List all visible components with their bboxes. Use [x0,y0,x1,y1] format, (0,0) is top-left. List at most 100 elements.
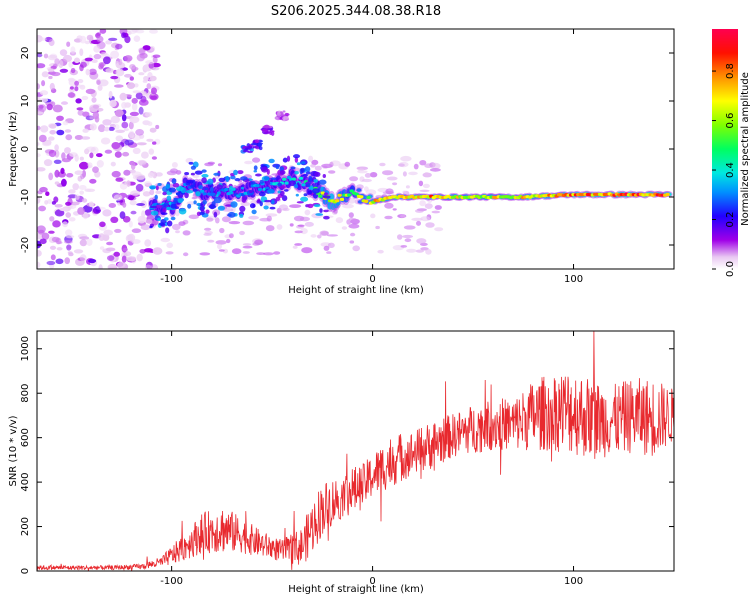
noise-blob [99,246,105,250]
noise-blob [79,35,87,44]
band-chunk [150,210,159,216]
noise-blob [37,261,41,268]
band-core [349,189,354,193]
noise-blob [67,92,76,98]
band-core [282,177,287,181]
y-tick-label: 1000 [20,336,31,361]
band-chunk [149,225,153,229]
band-chunk [228,185,234,192]
haze-blob [297,224,305,227]
noise-blob [68,217,76,222]
noise-blob [43,159,53,167]
noise-blob [146,138,154,142]
band-chunk [304,166,311,172]
noise-blob [82,111,90,117]
band-chunk [230,201,238,208]
noise-blob [123,251,132,257]
noise-blob [151,156,157,160]
haze-blob [204,162,214,167]
noise-blob [152,54,161,58]
band-chunk [253,170,258,173]
noise-blob [91,97,97,103]
branch-blob [250,142,258,146]
band-chunk [305,171,311,175]
noise-blob [102,209,112,217]
haze-blob [217,163,223,167]
x-tick-label: 0 [369,274,375,285]
band-mid [356,188,362,192]
band-core [354,192,359,196]
noise-blob [66,244,72,251]
haze-blob [408,171,418,176]
spectrogram-y-ticks: -20 -10 0 10 20 [20,47,674,253]
band-chunk [201,177,207,184]
band-chunk [288,180,297,187]
noise-blob [131,97,138,104]
band-mid [275,175,282,183]
band-chunk [160,212,168,216]
haze-blob [273,251,281,255]
band-core [286,175,292,180]
band-chunk [281,195,288,202]
band-chunk [207,192,216,196]
noise-blob [110,75,119,80]
noise-blob [91,59,98,63]
noise-blob [134,83,139,88]
noise-blob [81,95,89,101]
noise-blob [54,144,59,152]
haze-blob [327,242,335,248]
haze-blob [219,227,225,234]
noise-blob [108,266,118,269]
band-chunk [307,203,314,209]
noise-blob [122,247,128,252]
band-chunk [186,179,194,184]
colorbar-ticks: 0.0 0.2 0.4 0.6 0.8 [712,63,736,277]
haze-blob [344,161,351,167]
haze-blob [364,173,372,178]
haze-blob [419,160,427,166]
spectrogram-marks [37,29,673,269]
band-core [216,191,222,195]
haze-blob [256,252,266,256]
noise-blob [55,258,64,265]
haze-blob [431,210,441,214]
noise-blob [96,160,104,168]
noise-blob [136,53,145,62]
noise-blob [96,153,103,158]
noise-blob [146,83,152,90]
band-chunk [282,157,288,163]
haze-blob [356,184,364,190]
haze-blob [384,215,393,220]
noise-blob [107,255,115,261]
noise-blob [52,220,61,228]
haze-blob [308,155,314,162]
noise-blob [92,166,99,173]
haze-blob [402,234,414,239]
branch-blob [254,139,260,144]
noise-blob [129,200,137,206]
haze-blob [175,209,180,217]
band-chunk [154,194,158,200]
noise-blob [136,142,147,146]
haze-blob [182,230,191,236]
noise-blob [37,83,40,90]
noise-blob [138,99,149,106]
noise-blob [115,60,120,67]
haze-blob [342,203,354,209]
band-chunk [157,183,162,186]
noise-blob [68,61,74,68]
haze-blob [289,223,294,227]
haze-blob [375,225,380,230]
noise-blob [108,126,115,131]
haze-blob [377,249,384,254]
haze-blob [420,216,431,222]
noise-blob [54,181,60,185]
haze-blob [304,209,311,216]
noise-blob [99,29,107,34]
haze-blob [425,248,432,255]
haze-blob [252,157,261,163]
haze-blob [259,217,271,222]
snr-x-axis-label: Height of straight line (km) [288,584,424,595]
noise-blob [129,116,140,124]
noise-blob [61,178,67,187]
